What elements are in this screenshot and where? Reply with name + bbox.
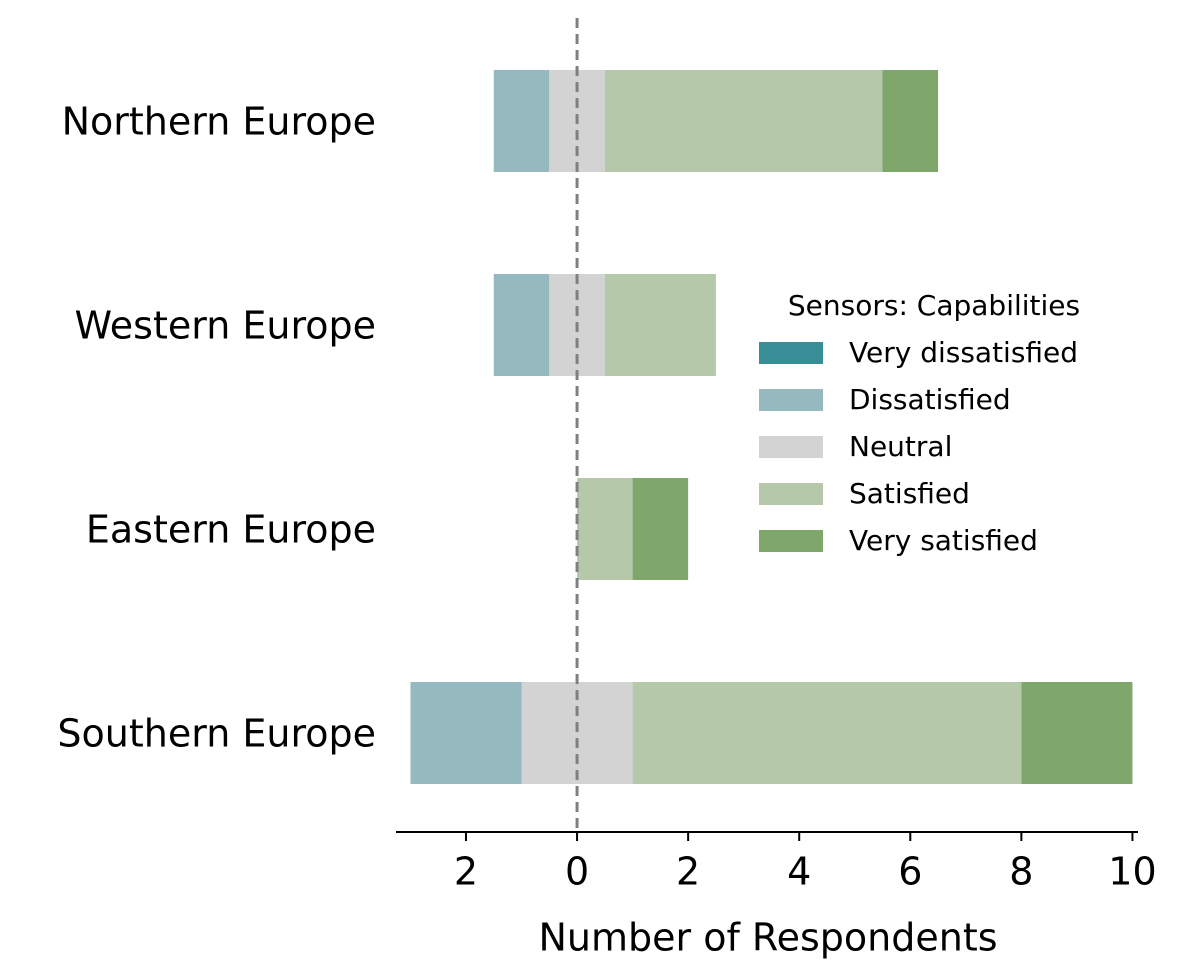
x-tick-label: 4 <box>787 850 811 894</box>
y-tick-label: Southern Europe <box>57 712 376 756</box>
y-tick-label: Eastern Europe <box>86 508 376 552</box>
bar-segment <box>604 274 716 376</box>
bar-segment <box>410 682 522 784</box>
legend-swatch <box>759 483 823 505</box>
legend-swatch <box>759 389 823 411</box>
x-tick-label: 2 <box>676 850 700 894</box>
x-axis-label: Number of Respondents <box>538 916 997 960</box>
bar-segment <box>882 70 939 172</box>
y-tick-label: Western Europe <box>74 304 376 348</box>
bar-segment <box>493 70 550 172</box>
x-tick-label: 6 <box>898 850 922 894</box>
bar-segment <box>604 70 883 172</box>
bar-segment <box>1021 682 1133 784</box>
legend-label: Neutral <box>849 430 952 463</box>
legend-label: Very satisfied <box>849 524 1038 557</box>
x-tick-label: 10 <box>1108 850 1156 894</box>
x-tick-label: 8 <box>1009 850 1033 894</box>
bar-segment <box>493 274 550 376</box>
bar-segment <box>632 478 689 580</box>
legend-label: Dissatisfied <box>849 383 1011 416</box>
x-tick-label: 2 <box>454 850 478 894</box>
legend-label: Very dissatisfied <box>849 336 1078 369</box>
legend-swatch <box>759 436 823 458</box>
legend-swatch <box>759 530 823 552</box>
bar-segment <box>632 682 1022 784</box>
legend-label: Satisfied <box>849 477 970 510</box>
legend-swatch <box>759 342 823 364</box>
bar-segment <box>577 478 633 580</box>
y-tick-label: Northern Europe <box>62 100 376 144</box>
x-tick-label: 0 <box>565 850 589 894</box>
legend-title: Sensors: Capabilities <box>788 289 1080 322</box>
